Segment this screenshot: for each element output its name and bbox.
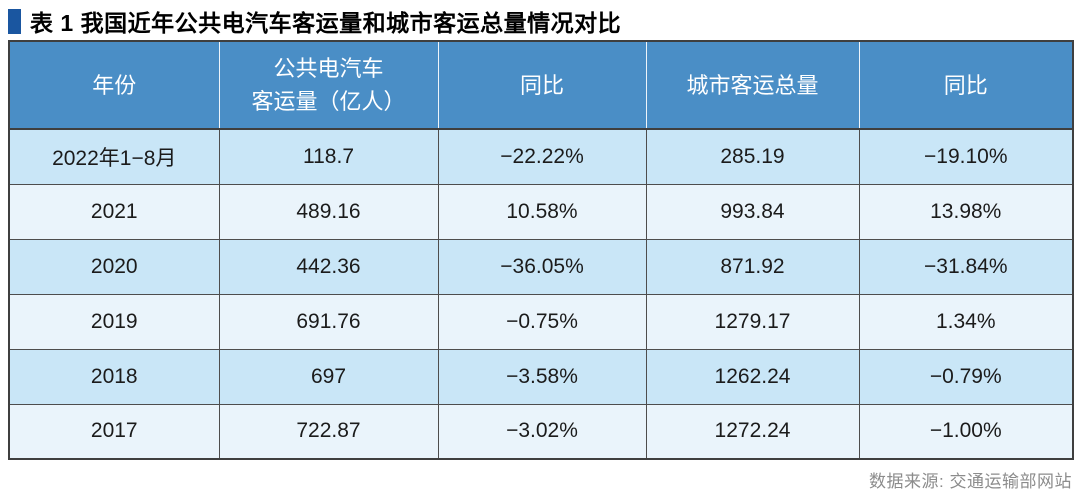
cell-bus-volume: 118.7: [218, 128, 439, 185]
table-title: 表 1 我国近年公共电汽车客运量和城市客运总量情况对比: [8, 5, 1072, 37]
cell-yoy-city: 13.98%: [858, 183, 1074, 240]
column-header-year: 年份: [9, 41, 220, 129]
cell-year: 2021: [8, 183, 220, 240]
cell-yoy-bus: 10.58%: [437, 183, 647, 240]
table-title-text: 表 1 我国近年公共电汽车客运量和城市客运总量情况对比: [30, 10, 622, 36]
cell-yoy-city: −31.84%: [858, 238, 1074, 295]
column-header-yoy-bus: 同比: [438, 41, 647, 129]
cell-bus-volume: 489.16: [218, 183, 439, 240]
cell-yoy-city: −19.10%: [858, 128, 1074, 185]
cell-yoy-bus: −22.22%: [437, 128, 647, 185]
table-body: 2022年1−8月 118.7 −22.22% 285.19 −19.10% 2…: [8, 128, 1074, 460]
cell-year: 2020: [8, 238, 220, 295]
cell-year: 2022年1−8月: [8, 128, 220, 185]
cell-yoy-city: −0.79%: [858, 348, 1074, 405]
table-row: 2018 697 −3.58% 1262.24 −0.79%: [8, 348, 1074, 405]
cell-yoy-bus: −36.05%: [437, 238, 647, 295]
cell-city-total: 871.92: [645, 238, 860, 295]
cell-bus-volume: 691.76: [218, 293, 439, 350]
cell-year: 2019: [8, 293, 220, 350]
comparison-table: 年份 公共电汽车 客运量（亿人） 同比 城市客运总量 同比 2022年1−8月 …: [8, 40, 1074, 460]
table-row: 2021 489.16 10.58% 993.84 13.98%: [8, 183, 1074, 240]
cell-yoy-bus: −3.02%: [437, 403, 647, 460]
cell-city-total: 1272.24: [645, 403, 860, 460]
column-header-yoy-city: 同比: [859, 41, 1073, 129]
table-header-row: 年份 公共电汽车 客运量（亿人） 同比 城市客运总量 同比: [9, 41, 1073, 129]
table-row: 2017 722.87 −3.02% 1272.24 −1.00%: [8, 403, 1074, 460]
table-row: 2022年1−8月 118.7 −22.22% 285.19 −19.10%: [8, 128, 1074, 185]
table-row: 2019 691.76 −0.75% 1279.17 1.34%: [8, 293, 1074, 350]
cell-bus-volume: 697: [218, 348, 439, 405]
cell-yoy-bus: −0.75%: [437, 293, 647, 350]
cell-city-total: 1279.17: [645, 293, 860, 350]
cell-year: 2017: [8, 403, 220, 460]
cell-yoy-city: −1.00%: [858, 403, 1074, 460]
cell-bus-volume: 722.87: [218, 403, 439, 460]
data-source-note: 数据来源: 交通运输部网站: [869, 472, 1072, 491]
cell-year: 2018: [8, 348, 220, 405]
cell-city-total: 1262.24: [645, 348, 860, 405]
cell-yoy-city: 1.34%: [858, 293, 1074, 350]
cell-bus-volume: 442.36: [218, 238, 439, 295]
column-header-city-total: 城市客运总量: [646, 41, 860, 129]
table-header: 年份 公共电汽车 客运量（亿人） 同比 城市客运总量 同比: [9, 41, 1073, 129]
cell-city-total: 285.19: [645, 128, 860, 185]
column-header-bus-volume: 公共电汽车 客运量（亿人）: [219, 41, 439, 129]
table-row: 2020 442.36 −36.05% 871.92 −31.84%: [8, 238, 1074, 295]
title-bullet-marker: [8, 8, 21, 34]
cell-yoy-bus: −3.58%: [437, 348, 647, 405]
cell-city-total: 993.84: [645, 183, 860, 240]
